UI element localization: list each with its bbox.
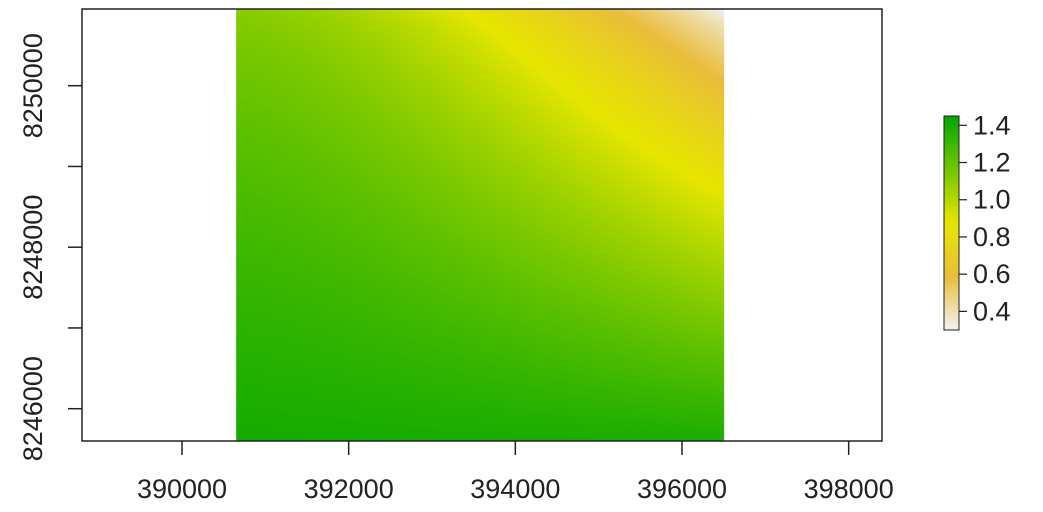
x-tick-label: 390000 xyxy=(137,474,227,504)
legend-tick-label: 0.8 xyxy=(973,222,1011,252)
x-tick-label: 398000 xyxy=(804,474,894,504)
y-tick-label: 8250000 xyxy=(18,33,48,138)
raster-image xyxy=(236,9,725,441)
y-tick-label: 8246000 xyxy=(18,356,48,461)
legend-tick-label: 0.6 xyxy=(973,259,1011,289)
y-tick-label: 8248000 xyxy=(18,195,48,300)
raster-layer xyxy=(236,9,725,441)
legend-tick-label: 1.0 xyxy=(973,185,1011,215)
x-tick-label: 396000 xyxy=(637,474,727,504)
y-axis: 8246000 8248000 8250000 xyxy=(18,33,82,461)
legend-color-bar xyxy=(943,115,960,331)
legend-tick-label: 0.4 xyxy=(973,296,1011,326)
legend-tick-label: 1.4 xyxy=(973,110,1011,140)
plot-frame xyxy=(81,8,883,442)
color-legend: 1.4 1.2 1.0 0.8 0.6 0.4 xyxy=(943,110,1011,331)
x-axis: 390000 392000 394000 396000 398000 xyxy=(137,441,894,504)
x-tick-label: 392000 xyxy=(304,474,394,504)
legend-tick-label: 1.2 xyxy=(973,148,1011,178)
x-tick-label: 394000 xyxy=(470,474,560,504)
